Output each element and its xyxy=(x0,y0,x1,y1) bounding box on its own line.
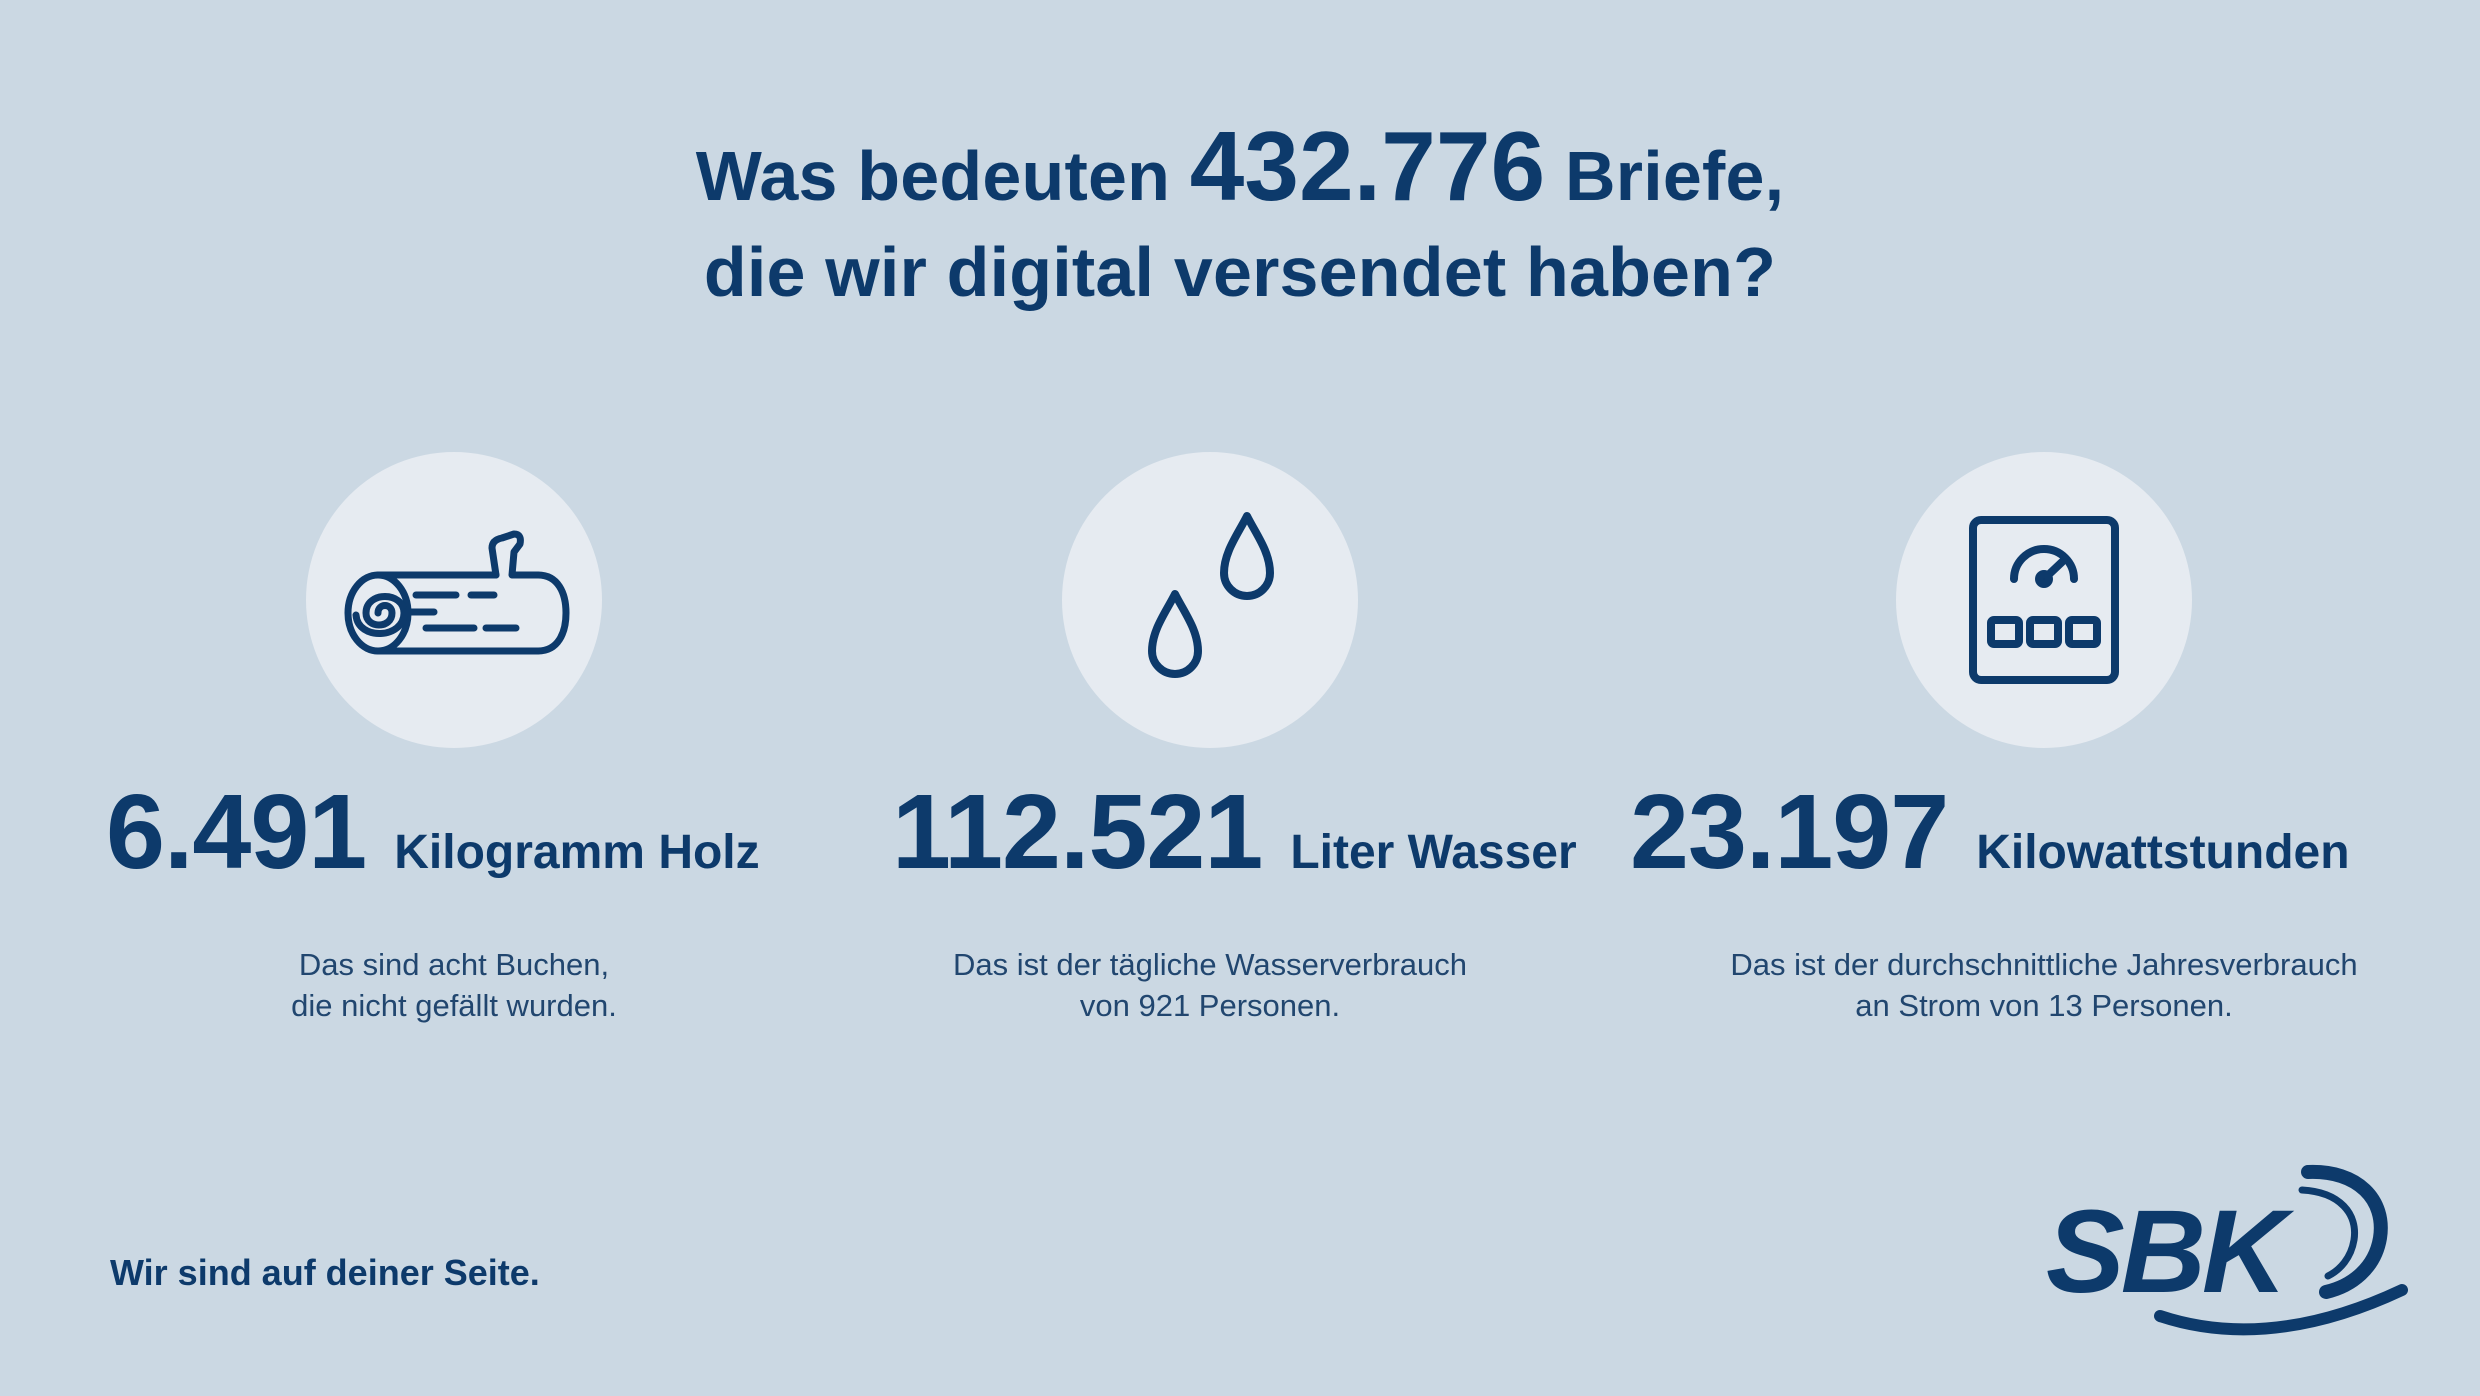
wood-log-icon xyxy=(344,530,570,655)
electricity-unit: Kilowattstunden xyxy=(1976,826,2350,879)
water-number: 112.521 xyxy=(892,773,1263,891)
electricity-figure: 23.197 Kilowattstunden xyxy=(1630,772,2350,893)
sbk-logo-text: SBK xyxy=(2046,1186,2295,1318)
wood-number: 6.491 xyxy=(106,773,367,891)
headline-line-1: Was bedeuten 432.776 Briefe, xyxy=(0,117,2480,224)
wood-figure: 6.491 Kilogramm Holz xyxy=(106,772,760,893)
water-icon-circle xyxy=(1062,452,1358,748)
electricity-icon-circle xyxy=(1896,452,2192,748)
sbk-logo-mark: SBK xyxy=(2046,1164,2408,1336)
water-drops-icon xyxy=(1148,512,1274,678)
water-description-line-2: von 921 Personen. xyxy=(1079,988,1341,1023)
water-unit: Liter Wasser xyxy=(1290,826,1577,879)
headline-number: 432.776 xyxy=(1189,111,1546,221)
tagline: Wir sind auf deiner Seite. xyxy=(110,1252,540,1293)
electricity-number: 23.197 xyxy=(1630,773,1949,891)
wood-description-line-1: Das sind acht Buchen, xyxy=(298,947,610,982)
headline-prefix: Was bedeuten xyxy=(695,137,1171,215)
sbk-logo: SBK xyxy=(2040,1150,2410,1340)
headline-suffix: Briefe, xyxy=(1565,137,1785,215)
wood-description-line-2: die nicht gefällt wurden. xyxy=(291,988,617,1023)
electricity-meter-icon xyxy=(1969,516,2119,684)
electricity-description: Das ist der durchschnittliche Jahresverb… xyxy=(1644,944,2444,1026)
headline: Was bedeuten 432.776 Briefe, die wir dig… xyxy=(0,117,2480,320)
electricity-description-line-2: an Strom von 13 Personen. xyxy=(1855,988,2233,1023)
wood-description: Das sind acht Buchen, die nicht gefällt … xyxy=(154,944,754,1026)
wood-unit: Kilogramm Holz xyxy=(394,826,760,879)
water-figure: 112.521 Liter Wasser xyxy=(892,772,1577,893)
water-description-line-1: Das ist der tägliche Wasserverbrauch xyxy=(953,947,1467,982)
water-description: Das ist der tägliche Wasserverbrauch von… xyxy=(910,944,1510,1026)
electricity-description-line-1: Das ist der durchschnittliche Jahresverb… xyxy=(1730,947,2358,982)
headline-line-2: die wir digital versendet haben? xyxy=(703,233,1777,311)
wood-icon-circle xyxy=(306,452,602,748)
